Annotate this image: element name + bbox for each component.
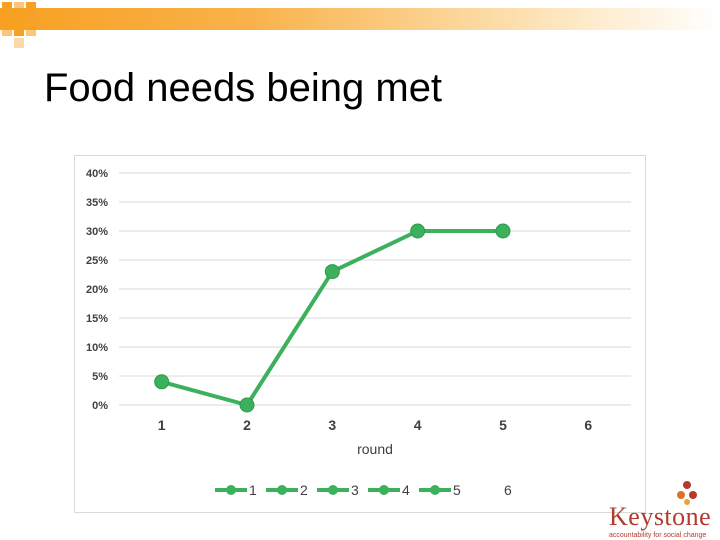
legend-swatch-marker bbox=[226, 485, 236, 495]
x-tick-label: 3 bbox=[328, 417, 336, 433]
y-tick-label: 25% bbox=[86, 255, 108, 267]
legend-entry-label: 4 bbox=[402, 482, 410, 498]
data-point bbox=[154, 374, 170, 390]
logo-tagline: accountability for social change bbox=[609, 532, 707, 539]
y-tick-label: 5% bbox=[92, 371, 108, 383]
legend-swatch-marker bbox=[328, 485, 338, 495]
y-tick-label: 15% bbox=[86, 313, 108, 325]
legend-entry-label: 3 bbox=[351, 482, 359, 498]
y-tick-label: 20% bbox=[86, 284, 108, 296]
data-point bbox=[410, 223, 426, 239]
y-tick-label: 0% bbox=[92, 400, 108, 412]
logo-wordmark: Keystone bbox=[609, 502, 712, 531]
legend-entry-label: 2 bbox=[300, 482, 308, 498]
chart-frame: 0% 5% 10% 15% 20% 25% 30% 35% 40% 1 2 3 4 5 6 round 1 2 3 4… bbox=[74, 155, 646, 513]
keystone-logo: Keystone accountability for social chang… bbox=[605, 480, 715, 540]
legend-entry-label: 1 bbox=[249, 482, 257, 498]
keystone-logo-mark-icon bbox=[677, 481, 697, 505]
x-tick-label: 2 bbox=[243, 417, 251, 433]
data-point bbox=[239, 397, 255, 413]
x-axis-title: round bbox=[357, 441, 393, 457]
x-tick-label: 4 bbox=[414, 417, 422, 433]
y-tick-label: 40% bbox=[86, 168, 108, 180]
slide-title: Food needs being met bbox=[44, 66, 443, 110]
header-decoration-bar bbox=[0, 8, 720, 30]
legend-entry-label: 6 bbox=[504, 482, 512, 498]
line-chart: 0% 5% 10% 15% 20% 25% 30% 35% 40% 1 2 3 4 5 6 round 1 2 3 4… bbox=[86, 168, 631, 498]
legend-swatch-marker bbox=[277, 485, 287, 495]
y-tick-label: 10% bbox=[86, 342, 108, 354]
data-point bbox=[495, 223, 511, 239]
header-decoration-squares bbox=[0, 0, 60, 48]
legend-swatch-marker bbox=[379, 485, 389, 495]
data-point bbox=[324, 264, 340, 280]
y-tick-label: 30% bbox=[86, 226, 108, 238]
legend-entry-label: 5 bbox=[453, 482, 461, 498]
x-tick-label: 5 bbox=[499, 417, 507, 433]
x-tick-label: 6 bbox=[584, 417, 592, 433]
x-tick-label: 1 bbox=[158, 417, 166, 433]
y-tick-label: 35% bbox=[86, 197, 108, 209]
legend-swatch-marker bbox=[430, 485, 440, 495]
